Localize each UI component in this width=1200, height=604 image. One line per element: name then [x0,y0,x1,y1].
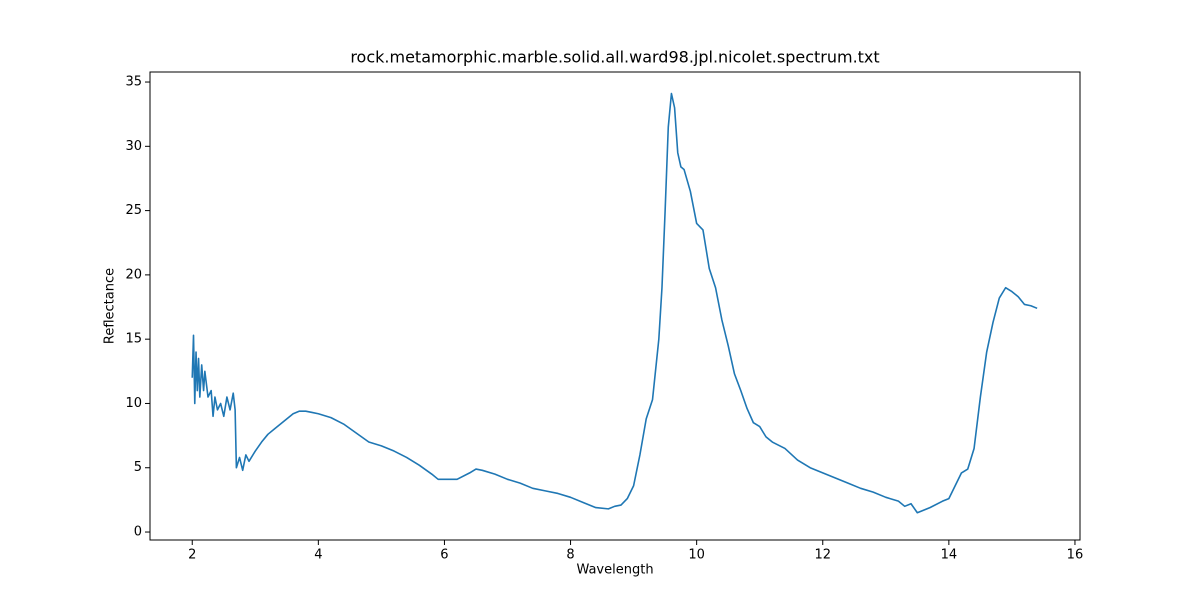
x-tick-label: 14 [941,548,958,563]
y-tick-label: 30 [125,139,142,154]
y-tick-label: 5 [134,460,142,475]
spectrum-line [191,92,1038,514]
y-axis-label: Reflectance [103,268,118,344]
y-tick-label: 25 [125,203,142,218]
chart-title: rock.metamorphic.marble.solid.all.ward98… [350,48,879,67]
x-tick-label: 10 [688,548,705,563]
y-tick-label: 15 [125,332,142,347]
plot-frame [149,71,1081,541]
x-axis-label: Wavelength [576,563,653,578]
x-tick-label: 4 [314,548,322,563]
y-tick-label: 0 [134,525,142,540]
x-tick-label: 8 [566,548,574,563]
x-tick-label: 2 [188,548,196,563]
y-tick-label: 20 [125,267,142,282]
x-tick-label: 6 [440,548,448,563]
x-tick-label: 16 [1067,548,1084,563]
y-tick-label: 10 [125,396,142,411]
y-tick-label: 35 [125,75,142,90]
x-tick-label: 12 [814,548,831,563]
